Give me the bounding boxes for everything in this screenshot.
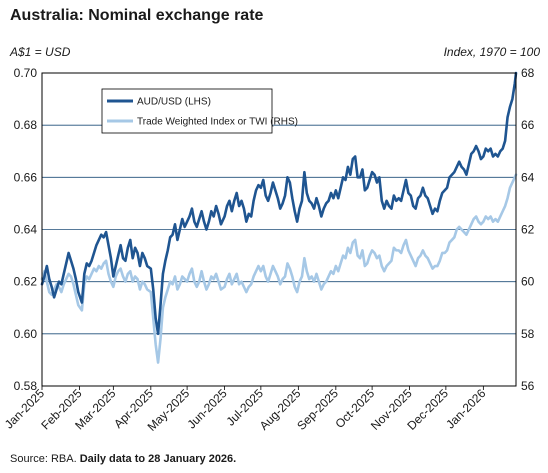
- plot-frame: [41, 72, 517, 387]
- left-tick-label: 0.58: [14, 379, 38, 393]
- left-tick-label: 0.66: [14, 170, 38, 184]
- legend-box: [101, 88, 273, 134]
- left-tick-label: 0.68: [14, 118, 38, 132]
- right-tick-label: 56: [521, 379, 535, 393]
- chart-title: Australia: Nominal exchange rate: [10, 7, 264, 24]
- right-tick-label: 66: [521, 118, 535, 132]
- series-line-twi: [40, 173, 518, 364]
- x-tick-label: Jun-2025: [184, 386, 230, 432]
- x-tick-label: Jan-2026: [443, 386, 489, 432]
- right-axis-ticks: 56 58 60 62 64 66 68: [521, 66, 535, 393]
- source-label: Source: RBA.: [10, 453, 80, 465]
- left-tick-label: 0.64: [14, 223, 38, 237]
- gridlines: [42, 124, 516, 335]
- left-tick-label: 0.70: [14, 66, 38, 80]
- source-data-note: Daily data to 28 January 2026.: [80, 453, 237, 465]
- series-line-aud-usd: [40, 71, 518, 336]
- left-tick-label: 0.62: [14, 275, 38, 289]
- source-note: Source: RBA. Daily data to 28 January 20…: [10, 453, 236, 465]
- series-lines: [40, 71, 518, 364]
- left-axis-unit: A$1 = USD: [9, 45, 71, 59]
- left-tick-label: 0.60: [14, 327, 38, 341]
- right-tick-label: 68: [521, 66, 535, 80]
- right-tick-label: 58: [521, 327, 535, 341]
- legend-label-twi: Trade Weighted Index or TWI (RHS): [137, 117, 298, 128]
- right-tick-label: 64: [521, 170, 535, 184]
- x-tick-label: Sep-2025: [294, 386, 341, 433]
- x-axis-ticks: Jan-2025Feb-2025Mar-2025Apr-2025May-2025…: [2, 386, 489, 434]
- legend: AUD/USD (LHS) Trade Weighted Index or TW…: [101, 88, 298, 134]
- right-axis-unit: Index, 1970 = 100: [444, 45, 541, 59]
- legend-label-aud-usd: AUD/USD (LHS): [137, 97, 211, 108]
- right-tick-label: 60: [521, 275, 535, 289]
- left-axis-ticks: 0.58 0.60 0.62 0.64 0.66 0.68 0.70: [14, 66, 38, 393]
- right-tick-label: 62: [521, 223, 535, 237]
